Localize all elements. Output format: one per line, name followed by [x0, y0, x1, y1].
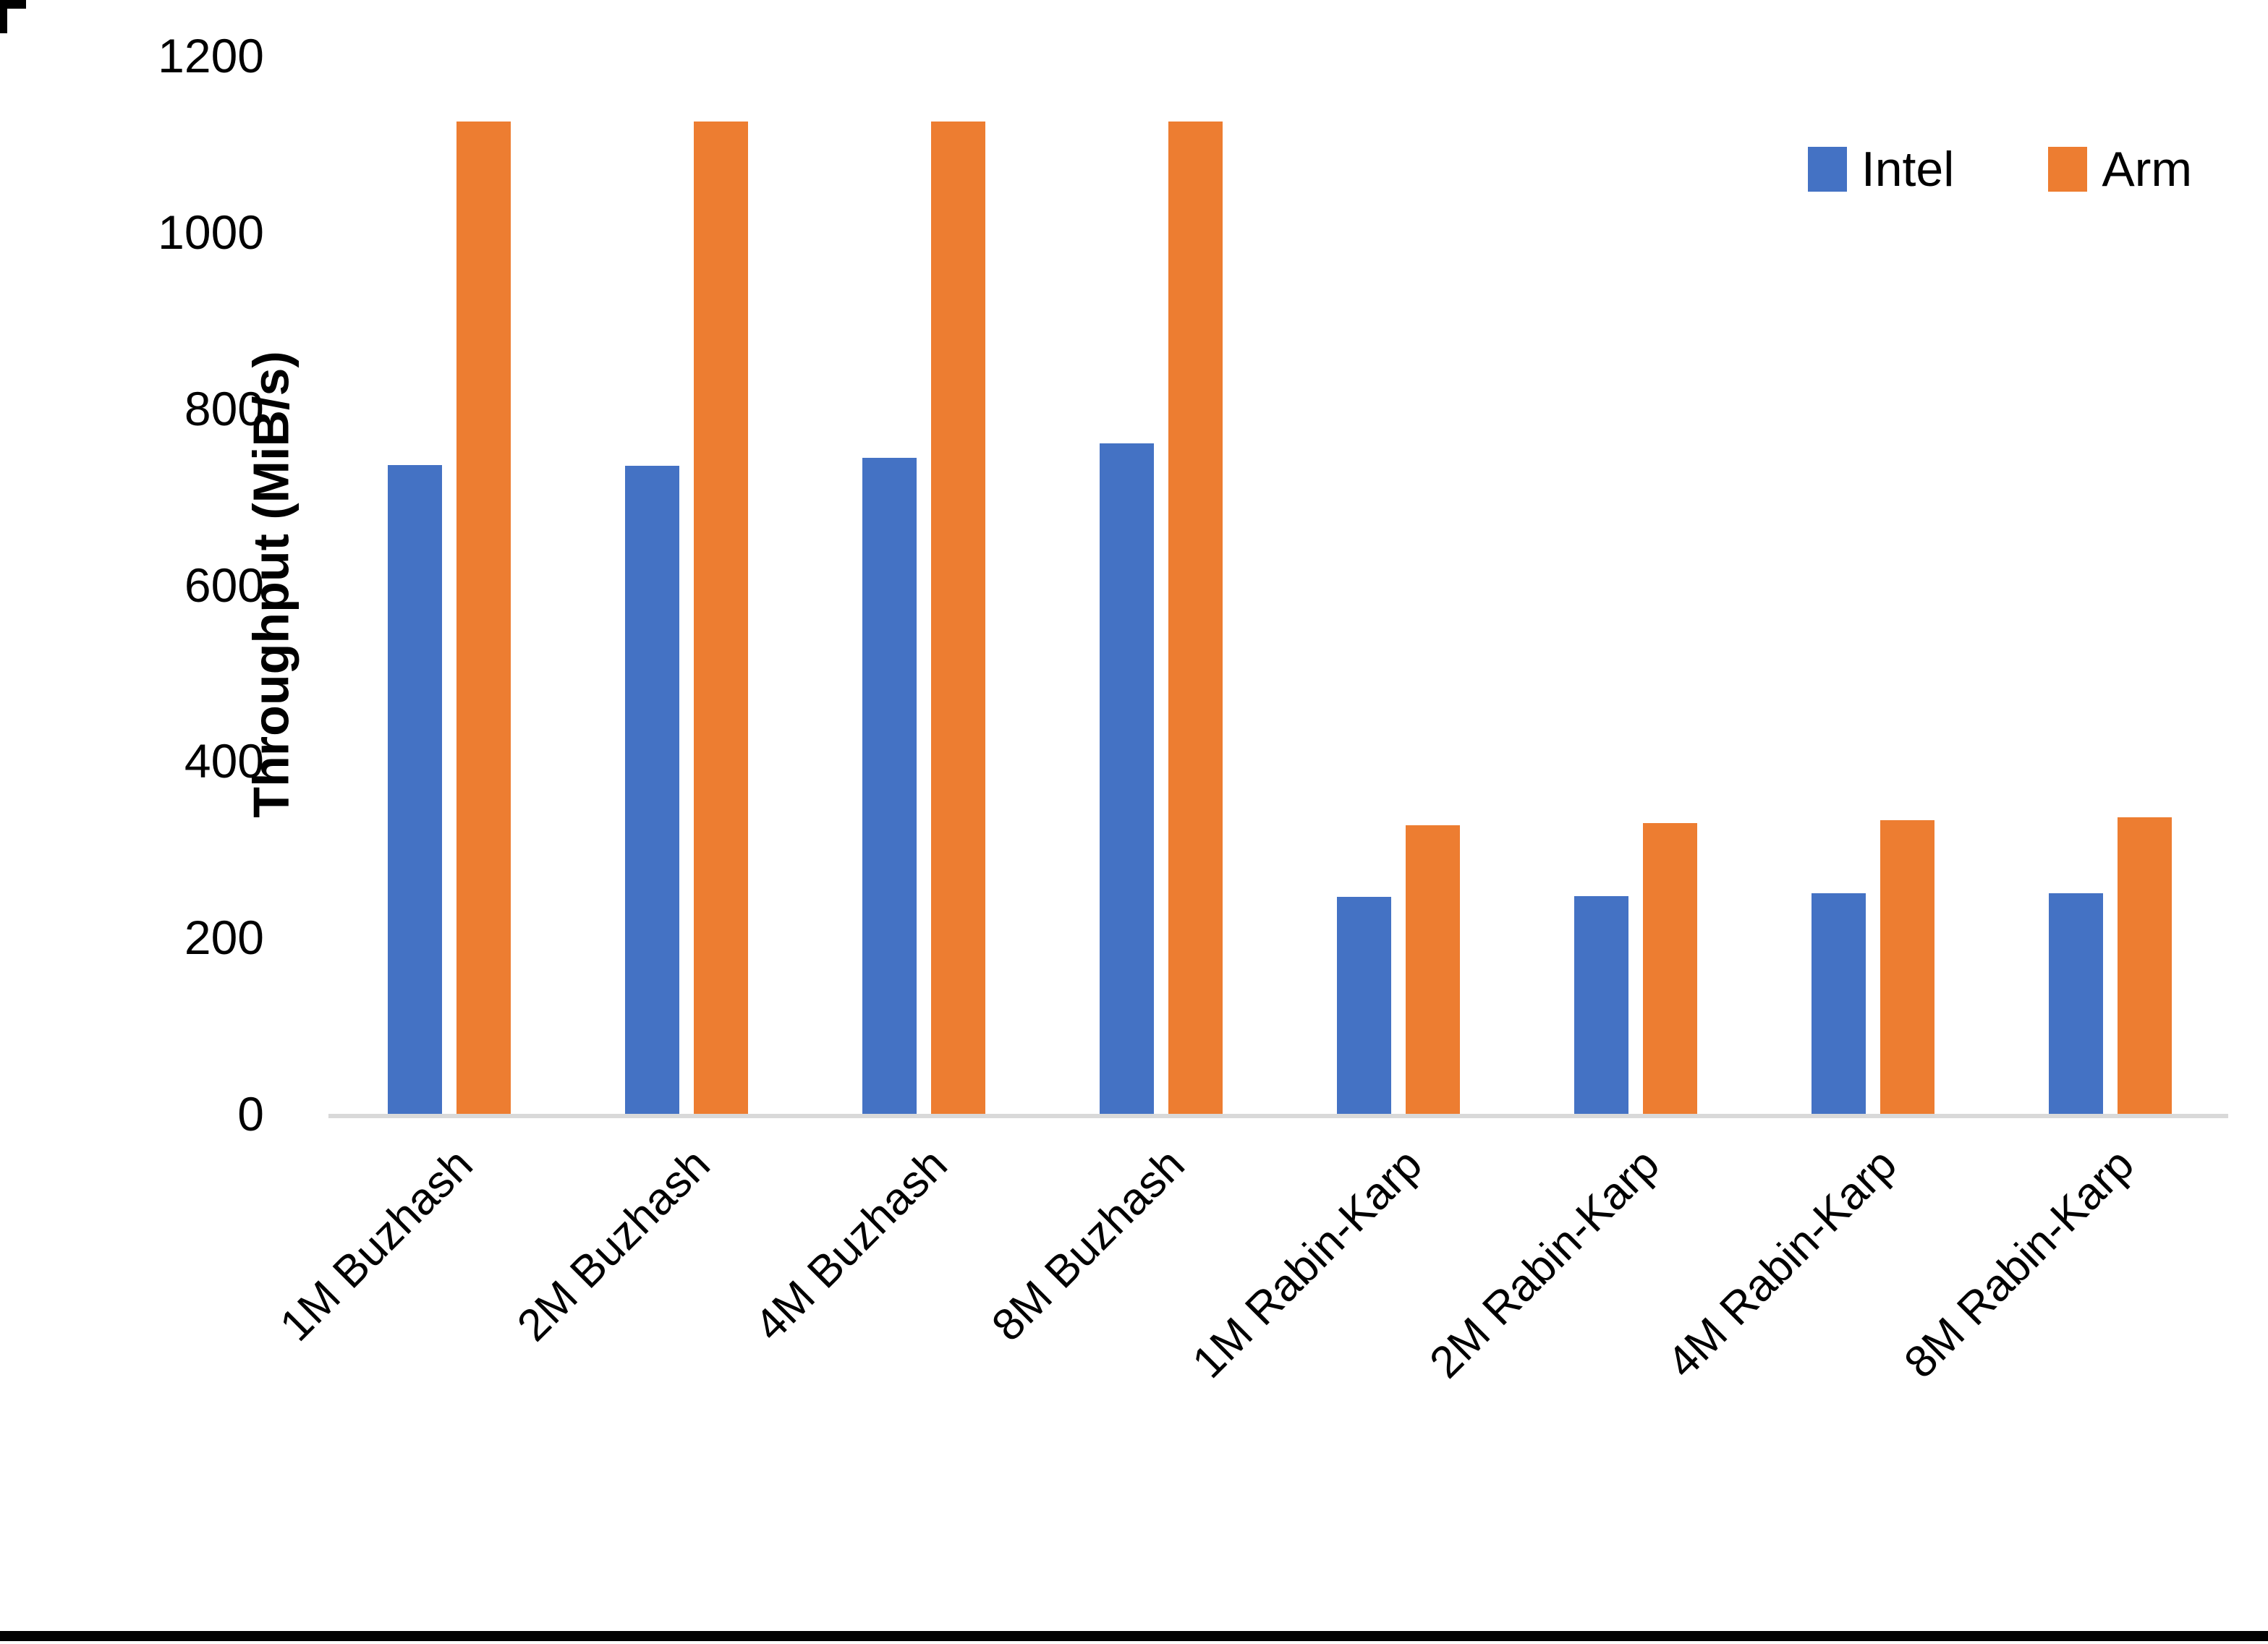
legend-item-intel: Intel [1807, 142, 1955, 197]
x-axis-label-7: 4M Rabin-Karp [1657, 1139, 1906, 1388]
legend-swatch-intel [1807, 147, 1847, 192]
bar-arm-3 [931, 122, 985, 1114]
bar-intel-7 [1812, 893, 1866, 1114]
bar-intel-2 [625, 466, 679, 1114]
legend-label-arm: Arm [2102, 142, 2192, 197]
bar-intel-3 [862, 458, 917, 1114]
legend-label-intel: Intel [1861, 142, 1955, 197]
y-axis-tick-label-800: 800 [184, 381, 264, 435]
bar-intel-8 [2049, 893, 2103, 1114]
bar-intel-1 [388, 465, 442, 1114]
y-axis-tick-label-1000: 1000 [158, 205, 264, 259]
screen-edge-artifact-horizontal [0, 0, 26, 9]
y-axis-tick-label-400: 400 [184, 734, 264, 788]
x-axis-label-8: 8M Rabin-Karp [1895, 1139, 2144, 1388]
x-axis-label-3: 4M Buzhash [745, 1139, 957, 1351]
bar-arm-1 [456, 122, 511, 1114]
plot-area [328, 56, 2228, 1118]
bottom-border [0, 1631, 2268, 1641]
bar-arm-2 [694, 122, 748, 1114]
y-axis-tick-label-200: 200 [184, 911, 264, 965]
bar-arm-5 [1406, 825, 1460, 1114]
screen-edge-artifact-vertical [0, 0, 7, 33]
y-axis-tick-label-1200: 1200 [158, 29, 264, 82]
bar-arm-6 [1643, 823, 1697, 1114]
legend-item-arm: Arm [2048, 145, 2192, 194]
legend: Intel Arm [1807, 142, 2192, 197]
bar-intel-6 [1574, 896, 1628, 1114]
x-axis-label-6: 2M Rabin-Karp [1420, 1139, 1669, 1388]
bar-arm-7 [1880, 820, 1934, 1114]
legend-swatch-arm [2048, 147, 2088, 192]
x-axis-label-5: 1M Rabin-Karp [1183, 1139, 1432, 1388]
x-axis-label-4: 8M Buzhash [982, 1139, 1194, 1351]
x-axis-label-1: 1M Buzhash [271, 1139, 483, 1351]
bar-arm-4 [1168, 122, 1223, 1114]
y-axis-tick-label-0: 0 [237, 1087, 264, 1141]
y-axis-tick-label-600: 600 [184, 558, 264, 612]
x-axis-label-2: 2M Buzhash [508, 1139, 720, 1351]
bar-intel-5 [1337, 897, 1391, 1114]
bar-arm-8 [2118, 817, 2172, 1114]
bar-intel-4 [1100, 443, 1154, 1114]
